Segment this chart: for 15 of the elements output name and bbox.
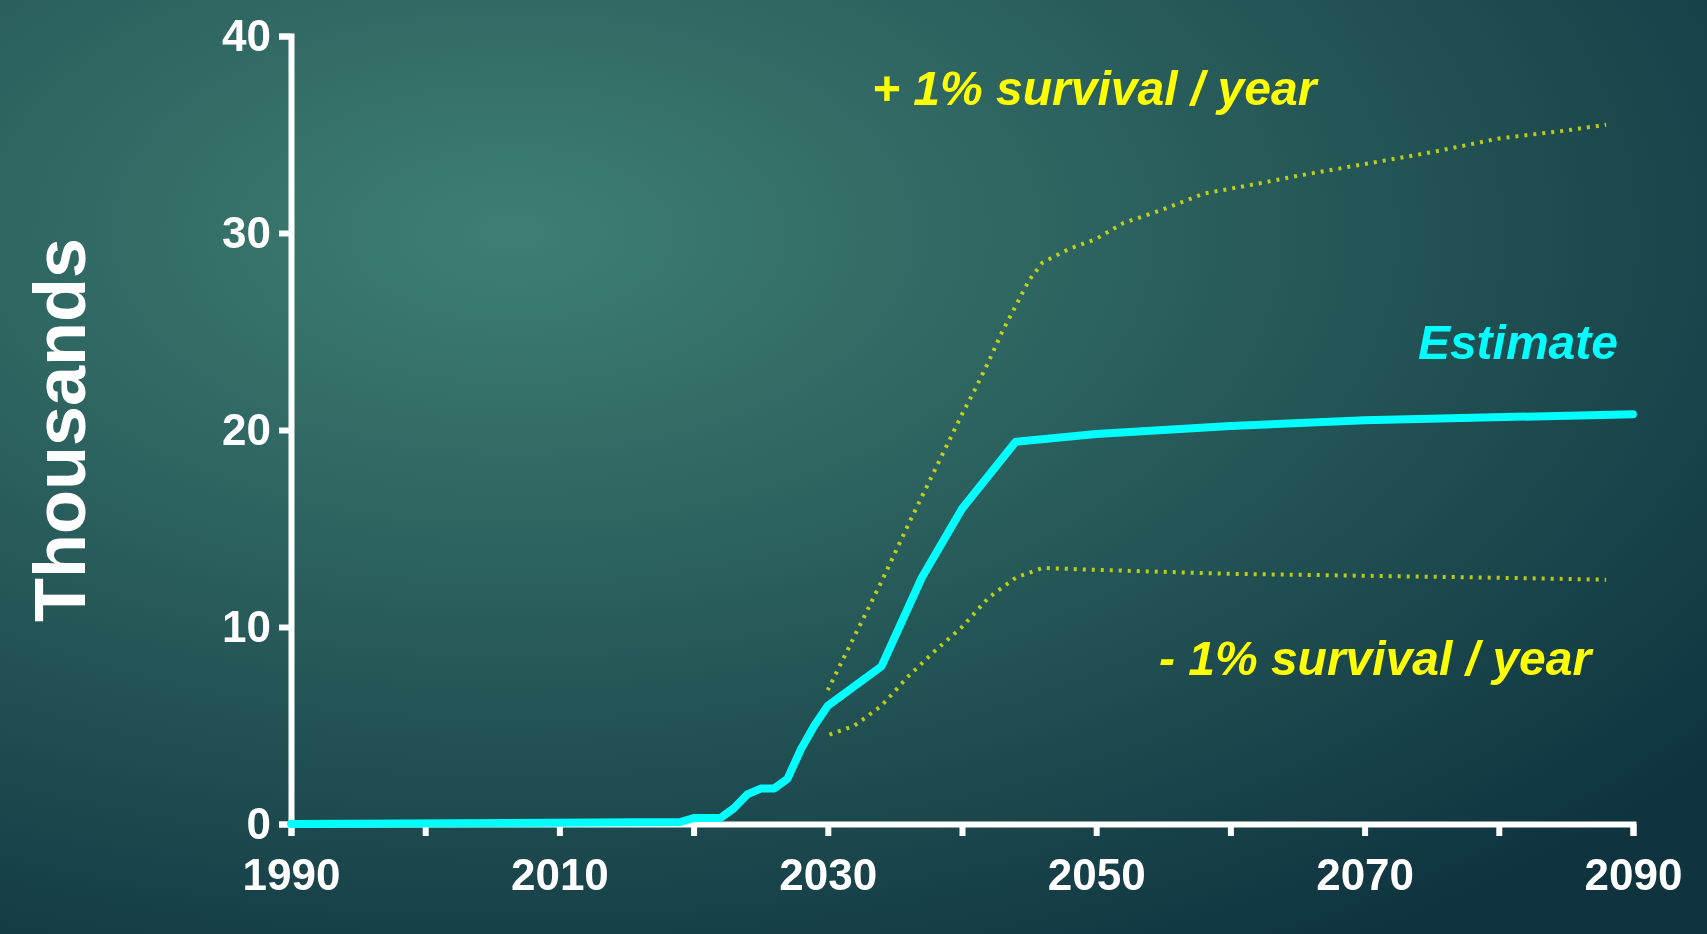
y-tick-label: 0 (246, 798, 271, 848)
series-label: + 1% survival / year (872, 61, 1319, 115)
y-tick-label: 30 (222, 207, 271, 257)
series-label: Estimate (1417, 316, 1618, 370)
series-label: - 1% survival / year (1158, 631, 1594, 685)
y-tick-label: 10 (222, 601, 271, 651)
y-axis-title: Thousands (20, 237, 100, 623)
x-tick-label: 2050 (1047, 849, 1146, 899)
x-tick-label: 2030 (779, 849, 878, 899)
x-tick-label: 2070 (1316, 849, 1415, 899)
y-tick-label: 20 (222, 404, 271, 454)
x-tick-label: 1990 (242, 849, 341, 899)
x-tick-label: 2010 (510, 849, 609, 899)
x-tick-label: 2090 (1584, 849, 1683, 899)
y-tick-label: 40 (222, 10, 271, 60)
